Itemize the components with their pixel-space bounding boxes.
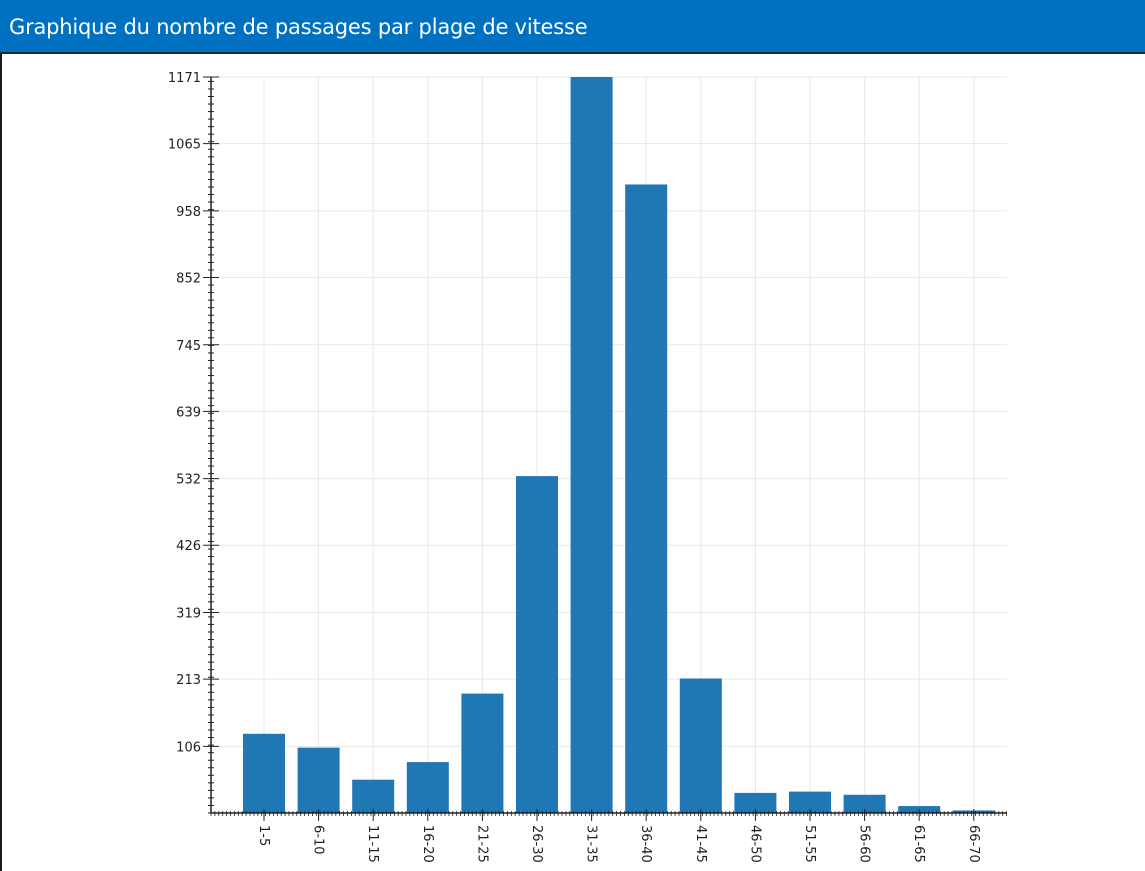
bar-6-10 <box>297 747 340 813</box>
tick-labels: 106 213 319 426 532 639 745 852 958 1065 1171 1-5 6-… <box>168 71 981 863</box>
y-tick-label: 958 <box>176 205 201 220</box>
y-tick-label: 426 <box>176 539 201 554</box>
chart-title: Graphique du nombre de passages par plag… <box>9 15 588 39</box>
x-tick-label: 26-30 <box>529 825 544 863</box>
bar-41-45 <box>679 678 722 813</box>
axes <box>203 76 1007 821</box>
y-tick-label: 1065 <box>168 138 201 153</box>
x-tick-label: 41-45 <box>693 825 708 863</box>
panel-left-border <box>0 54 2 871</box>
bar-36-40 <box>625 184 668 814</box>
bar-46-50 <box>734 792 777 813</box>
y-tick-label: 106 <box>176 740 201 755</box>
x-tick-label: 11-15 <box>365 825 380 863</box>
x-tick-label: 31-35 <box>584 825 599 863</box>
bars <box>243 77 995 814</box>
y-tick-label: 213 <box>176 673 201 688</box>
y-tick-label: 532 <box>176 473 201 488</box>
x-tick-label: 6-10 <box>311 825 326 855</box>
bar-31-35 <box>570 77 613 813</box>
bar-1-5 <box>243 733 285 813</box>
x-tick-label: 56-60 <box>857 825 872 863</box>
x-tick-label: 36-40 <box>638 825 653 863</box>
y-tick-label: 319 <box>176 607 201 622</box>
x-tick-label: 46-50 <box>747 825 762 863</box>
bar-51-55 <box>789 791 831 813</box>
chart-title-bar: Graphique du nombre de passages par plag… <box>0 0 1145 54</box>
x-tick-label: 1-5 <box>256 825 271 846</box>
y-tick-label: 639 <box>176 405 201 420</box>
y-tick-label: 1171 <box>168 71 201 86</box>
bar-chart: 106 213 319 426 532 639 745 852 958 1065 1171 1-5 6-… <box>168 71 1007 863</box>
bar-21-25 <box>461 693 504 813</box>
y-tick-label: 745 <box>176 339 201 354</box>
bar-16-20 <box>406 762 449 813</box>
x-tick-label: 51-55 <box>802 825 817 863</box>
bar-11-15 <box>352 779 395 813</box>
x-tick-label: 66-70 <box>966 825 981 863</box>
bar-56-60 <box>843 794 886 813</box>
x-tick-label: 21-25 <box>474 825 489 863</box>
y-tick-label: 852 <box>176 271 201 286</box>
x-tick-label: 16-20 <box>420 825 435 863</box>
x-tick-label: 61-65 <box>911 825 926 863</box>
bar-26-30 <box>516 476 558 813</box>
